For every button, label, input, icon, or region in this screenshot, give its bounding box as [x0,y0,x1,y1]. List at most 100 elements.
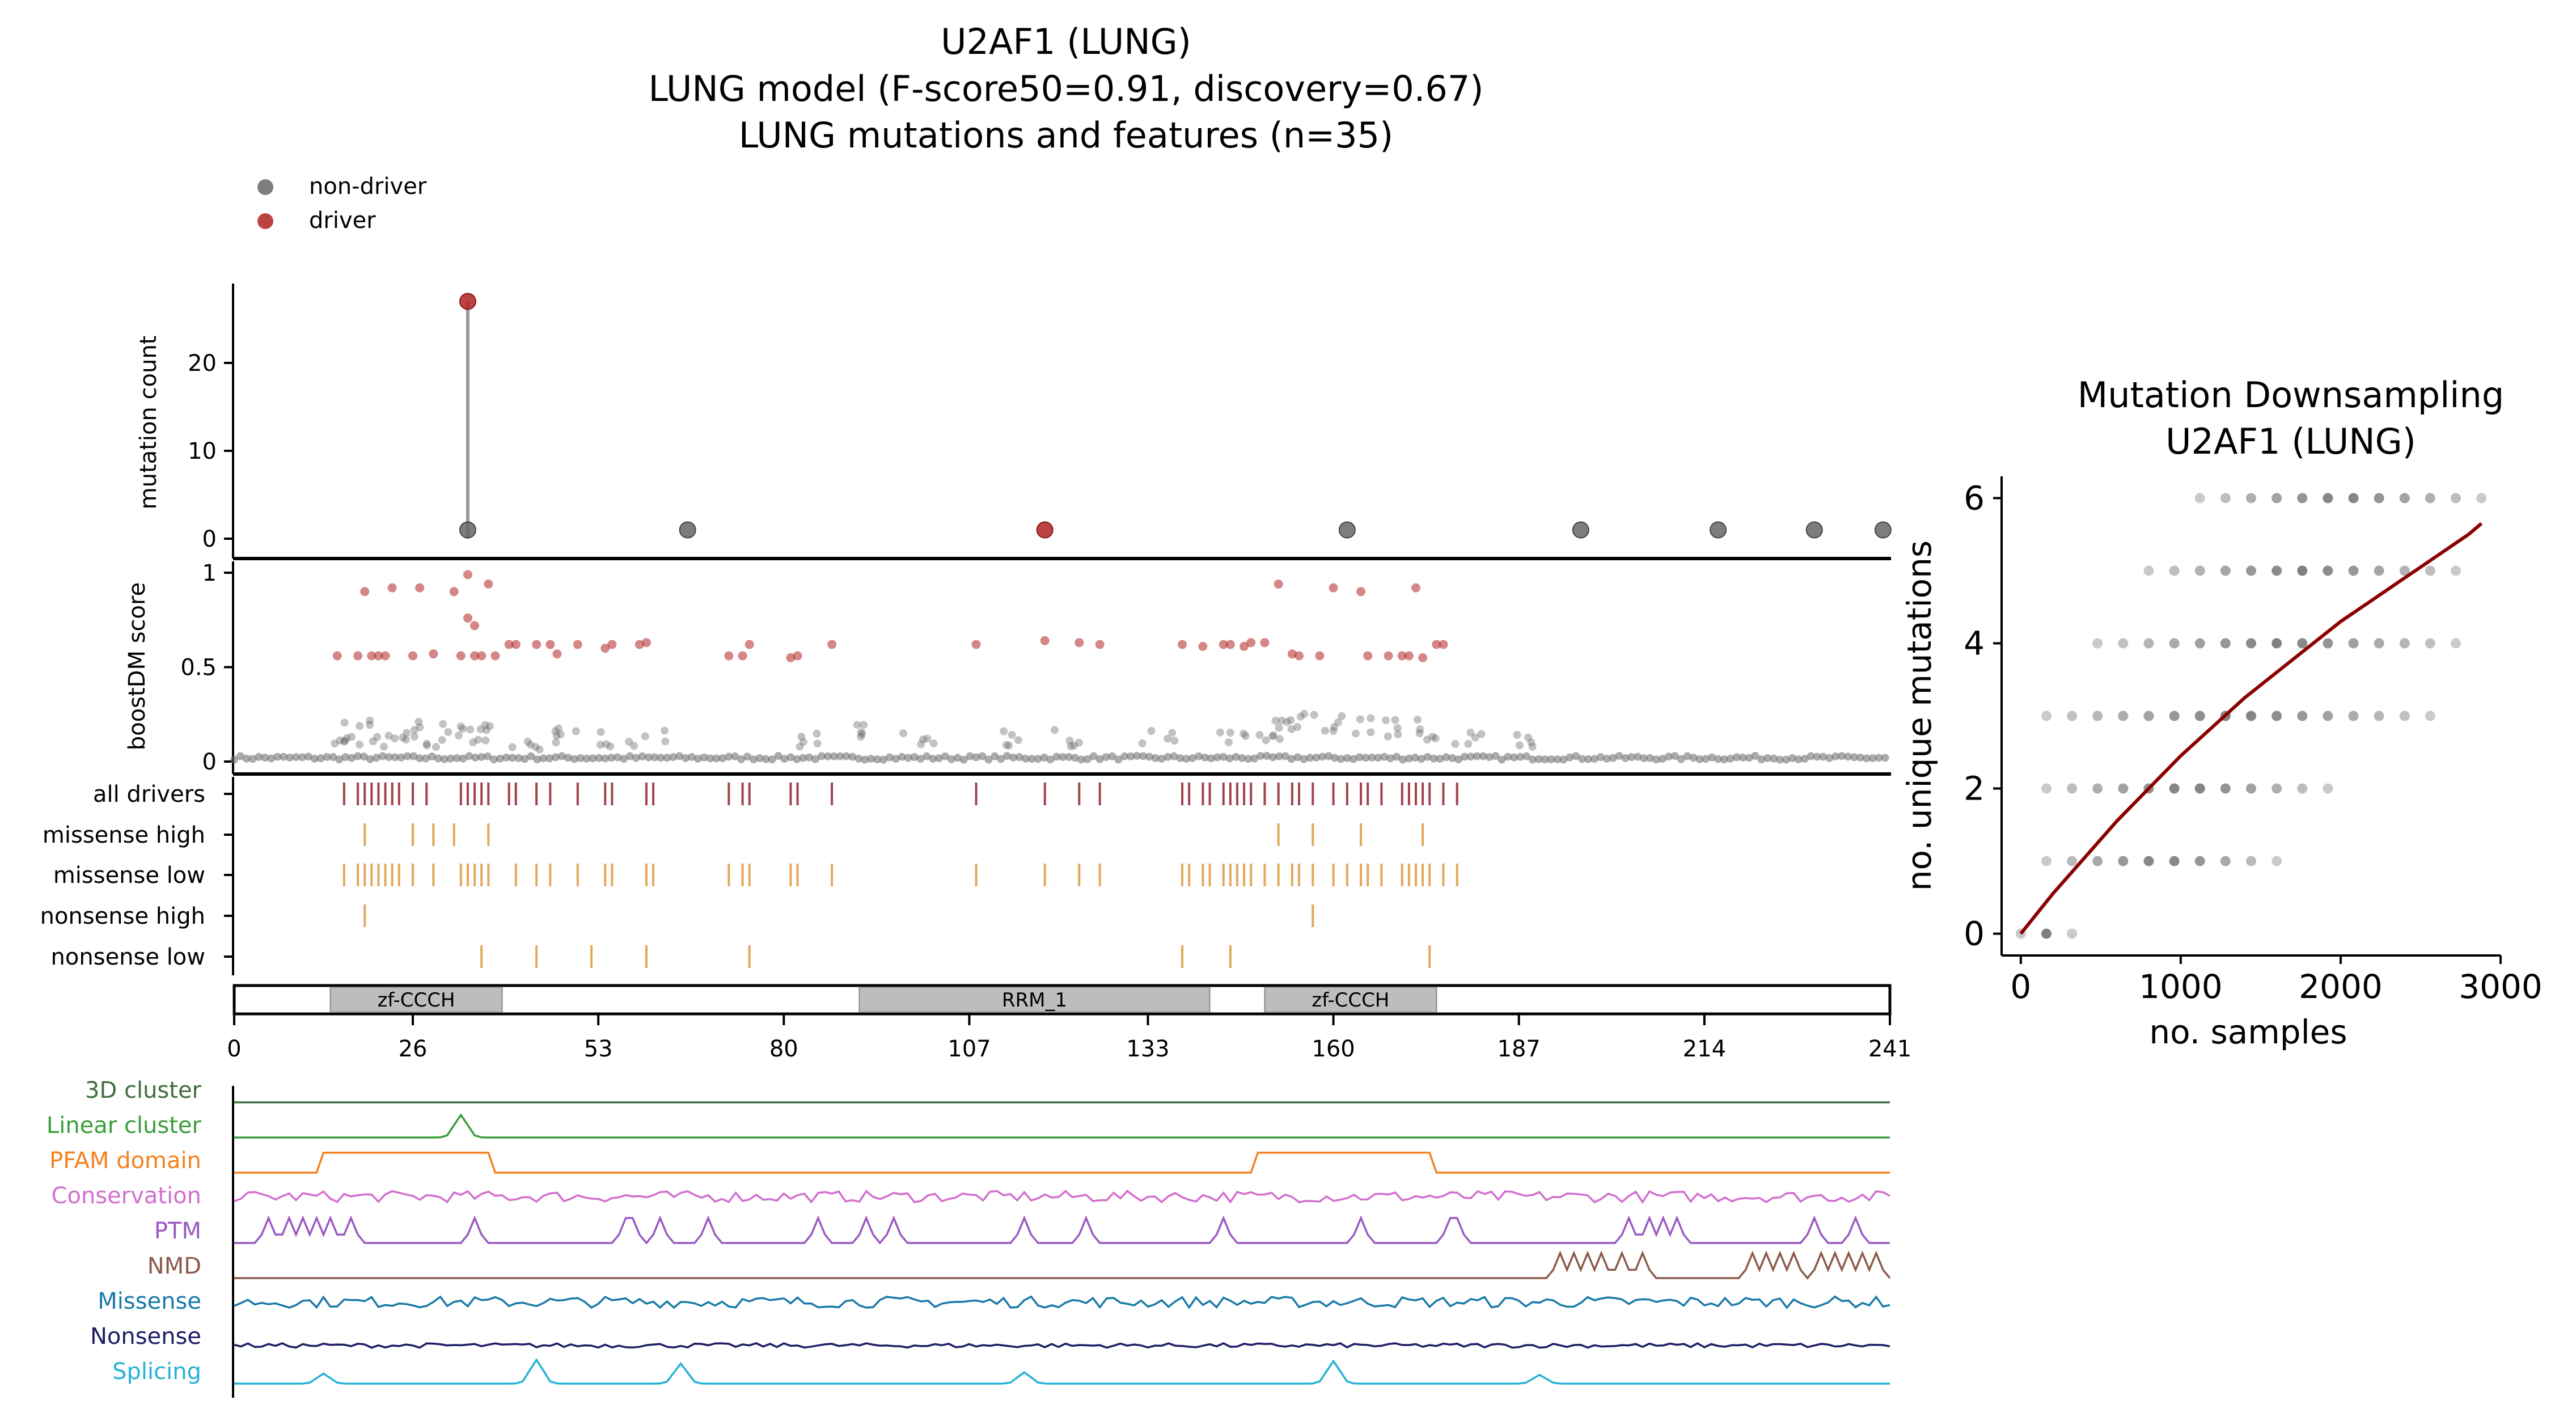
boostdm-driver-point [332,651,342,661]
boostdm-nondriver-point [373,733,382,741]
boostdm-driver-point [490,651,500,661]
boostdm-nondriver-point [935,754,944,763]
boostdm-nondriver-point [298,753,306,762]
boostdm-nondriver-point [557,752,566,760]
boostdm-nondriver-point [1275,724,1283,732]
downsampling-point [2194,856,2205,866]
downsampling-point [2041,711,2052,721]
boostdm-nondriver-point [1423,735,1431,744]
boostdm-driver-point [1274,579,1283,589]
boostdm-nondriver-point [514,754,523,762]
feature-profiles-panel: 3D cluster Linear cluster PFAM domain Conse… [46,1077,1891,1398]
feature-profile-line [234,1358,1890,1385]
boostdm-driver-point [387,583,397,593]
boostdm-nondriver-point [638,752,646,760]
boostdm-nondriver-point [1384,732,1392,741]
boostdm-nondriver-point [508,754,517,762]
boostdm-nondriver-point [248,755,257,763]
boostdm-nondriver-point [1257,752,1265,760]
boostdm-driver-point [1040,636,1050,645]
boostdm-nondriver-point [572,727,580,735]
boostdm-nondriver-point [380,742,388,751]
boostdm-nondriver-point [1413,716,1422,724]
boostdm-nondriver-point [1046,755,1055,764]
boostdm-driver-point [374,651,383,661]
boostdm-nondriver-point [682,754,690,763]
boostdm-driver-point [793,651,802,661]
boostdm-nondriver-point [1566,753,1574,762]
downsampling-point [2399,565,2410,576]
boostdm-nondriver-point [1268,732,1277,741]
boostdm-driver-point [367,651,377,661]
boostdm-nondriver-point [1596,753,1605,762]
boostdm-driver-point [532,640,542,649]
boostdm-nondriver-point [1336,755,1345,763]
boostdm-nondriver-point [978,752,987,760]
downsampling-point [2118,856,2129,866]
domain-frame [232,984,1892,1016]
boostdm-nondriver-point [336,736,344,745]
boostdm-nondriver-point [1207,754,1215,763]
feature-profile-line [234,1250,1891,1280]
boostdm-nondriver-point [1069,741,1078,750]
boostdm-nondriver-point [1293,723,1302,731]
boostdm-nondriver-point [923,752,931,760]
boostdm-nondriver-point [323,752,331,761]
boostdm-driver-point [724,651,734,661]
boostdm-nondriver-point [576,754,585,762]
boostdm-nondriver-point [329,753,337,762]
boostdm-nondriver-point [356,741,364,749]
boostdm-nondriver-point [1393,724,1402,733]
boostdm-nondriver-point [1825,754,1834,762]
feature-profile-label: Nonsense [90,1323,201,1350]
feature-profile-line [234,1342,1890,1349]
downsampling-title-line1: Mutation Downsampling [2078,374,2504,416]
boostdm-nondriver-point [354,752,362,760]
boostdm-nondriver-point [391,734,399,743]
feature-profile-line [234,1189,1890,1204]
boostdm-nondriver-point [1338,712,1346,720]
boostdm-nondriver-point [1027,755,1036,763]
boostdm-driver-point [353,651,363,661]
mutation-count-nondriver-point [1338,521,1356,539]
domain-xtick-label: 26 [399,1036,428,1062]
boostdm-nondriver-point [1708,753,1716,762]
downsampling-point [2451,493,2461,504]
boostdm-nondriver-point [1428,733,1437,741]
boostdm-nondriver-point [991,752,999,760]
boostdm-nondriver-point [1052,752,1061,761]
boostdm-driver-point [1075,638,1084,648]
boostdm-nondriver-point [984,755,993,764]
boostdm-nondriver-point [1479,752,1487,760]
boostdm-nondriver-point [230,755,238,764]
boostdm-nondriver-point [1283,718,1291,726]
boostdm-nondriver-point [378,752,387,760]
boostdm-nondriver-point [523,737,532,746]
downsampling-point [2425,711,2435,721]
boostdm-driver-point [1260,638,1270,648]
downsampling-xtick-label: 0 [2010,967,2031,1006]
boostdm-nondriver-point [891,755,900,763]
boostdm-driver-point [1397,651,1407,661]
boostdm-nondriver-point [527,752,535,760]
boostdm-nondriver-point [1416,725,1424,734]
boostdm-driver-point [1219,640,1228,649]
domain-label: RRM_1 [1002,989,1067,1012]
downsampling-point [2092,783,2103,794]
boostdm-nondriver-point [1850,753,1858,762]
track-label: nonsense low [51,944,205,970]
downsampling-point [2323,493,2333,504]
boostdm-nondriver-point [1498,755,1506,764]
boostdm-nondriver-point [917,740,925,749]
downsampling-point [2451,638,2461,649]
boostdm-nondriver-point [879,755,887,764]
boostdm-nondriver-point [1751,752,1759,760]
boostdm-driver-point [1095,640,1105,649]
downsampling-point [2169,783,2180,794]
boostdm-nondriver-point [1374,754,1382,762]
boostdm-nondriver-point [916,755,925,763]
boostdm-marks [230,570,1889,764]
boostdm-nondriver-point [780,755,789,763]
boostdm-nondriver-point [1114,755,1123,764]
